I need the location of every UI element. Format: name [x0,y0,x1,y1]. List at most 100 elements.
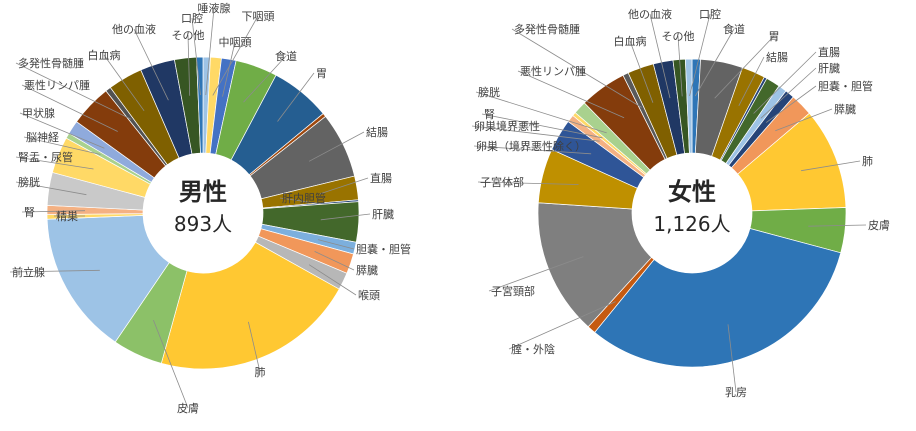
female-leader-line [808,224,867,227]
male-slice-label: 腎 [24,206,35,219]
male-slice-label: 肺 [255,366,266,379]
male-slice-label: 多発性骨髄腫 [18,56,84,70]
male-leader-line [187,34,191,96]
male-slice-label: 直腸 [370,171,392,185]
female-slice-label: 結腸 [766,50,788,64]
female-slice-label: 多発性骨髄腫 [514,22,580,36]
male-slice-label: 悪性リンパ腫 [24,78,90,92]
female-leader-line [473,145,592,155]
male-leader-line [9,269,100,273]
female-leader-line [765,85,817,123]
male-leader-line [317,239,355,250]
female-slice-label: 口腔 [699,7,721,21]
female-slice-label: 皮膚 [868,218,890,232]
male-leader-line [153,319,189,409]
male-slice-label: 皮膚 [177,401,199,415]
female-leader-line [629,40,654,103]
male-slice-label: 口腔 [181,11,203,25]
male-slice-label: 胃 [316,67,327,80]
female-slice-label: 直腸 [818,45,840,59]
male-leader-line [319,177,369,195]
male-leader-line [21,210,86,213]
female-slice-label: 肺 [862,155,873,168]
male-leader-line [320,213,371,221]
male-slice-label: 結腸 [366,125,388,139]
female-slice-label: その他 [662,30,695,43]
male-slice-label: 他の血液 [112,22,156,36]
male-leader-line [243,55,287,103]
female-slice-label: 腎 [484,108,495,121]
female-leader-line [508,301,616,350]
male-leader-line [248,321,261,373]
male-leader-line [222,41,236,97]
female-leader-line [488,256,584,292]
female-slice-label: 子宮体部 [480,175,524,189]
male-leader-line [15,156,94,170]
female-leader-line [760,67,817,119]
female-slice-label: 胃 [769,30,780,43]
female-leader-line [753,51,817,114]
male-leader-line [15,181,87,196]
male-leader-line [205,7,215,96]
male-slice-label: 脳神経 [26,130,59,144]
male-slice-label: 唾液腺 [198,1,231,15]
male-slice-27 [196,56,204,154]
male-center-count: 893人 [174,212,232,236]
female-slice-12 [537,202,653,328]
female-slice-label: 子宮頸部 [491,284,535,298]
male-leader-line [103,54,145,112]
female-leader-line [471,125,600,142]
male-leader-line [308,131,365,162]
female-slice-label: 肝臓 [818,62,840,75]
female-slice-10 [594,228,842,368]
female-slice-label: 白血病 [614,34,647,48]
female-leader-line [714,35,775,99]
female-leader-line [689,13,711,97]
male-leader-line [308,264,357,296]
female-leader-line [801,160,861,172]
female-leader-line [475,91,607,134]
female-slice-label: 卵巣境界悪性 [474,119,540,133]
female-slice-label: 食道 [723,22,745,36]
female-leader-line [677,35,683,97]
female-slice-label: 悪性リンパ腫 [520,64,586,78]
male-leader-line [279,197,321,205]
male-slice-label: 喉頭 [358,289,380,302]
female-slice-label: 膵臓 [834,103,856,116]
male-slice-label: 白血病 [88,48,121,62]
male-slice-label: 膵臓 [356,264,378,277]
female-slice-label: 乳房 [725,386,747,399]
male-slice-label: その他 [172,29,205,42]
female-leader-line [727,324,737,393]
male-slice-label: 下咽頭 [242,10,275,23]
female-leader-line [511,28,642,108]
male-leader-line [21,84,118,132]
female-slice-label: 卵巣（境界悪性除く） [476,139,586,153]
male-slice-label: 中咽頭 [219,36,252,49]
male-slice-15 [46,215,170,343]
female-leader-line [477,181,579,185]
male-leader-line [277,72,315,122]
female-center-count: 1,126人 [653,212,730,236]
female-center-title: 女性 [668,178,716,206]
male-slice-13 [160,241,340,370]
male-center-title: 男性 [179,178,227,206]
male-leader-line [314,251,355,271]
female-leader-line [481,113,603,139]
male-slice-label: 甲状腺 [22,106,55,120]
male-leader-line [23,136,101,155]
male-leader-line [191,17,201,96]
female-slice-label: 腟・外陰 [511,342,555,356]
female-slice-label: 他の血液 [628,7,672,21]
female-slice-label: 膀胱 [478,85,500,99]
female-leader-line [738,56,765,106]
male-slice-label: 前立腺 [12,265,45,279]
female-leader-line [649,13,671,99]
male-slice-label: 膀胱 [18,175,40,189]
male-slice-label: 精巣 [56,210,78,223]
female-leader-line [694,28,735,97]
male-slice-label: 胆嚢・胆管 [356,242,411,256]
